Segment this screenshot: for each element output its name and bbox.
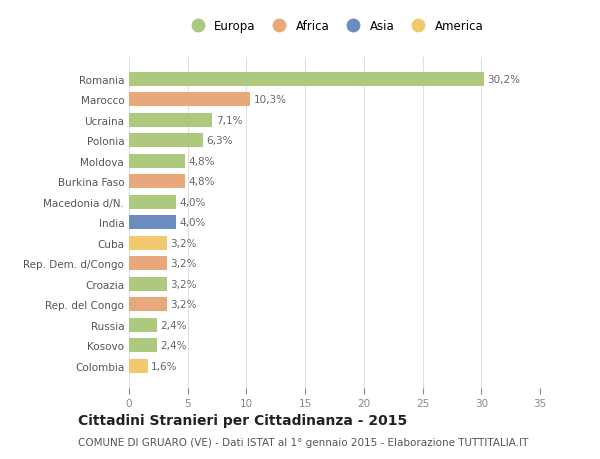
Text: 7,1%: 7,1% (216, 115, 242, 125)
Text: 2,4%: 2,4% (161, 320, 187, 330)
Text: 4,0%: 4,0% (179, 218, 206, 228)
Bar (129, 359, 148, 373)
Bar (129, 154, 185, 168)
Bar (129, 113, 212, 127)
Text: 6,3%: 6,3% (206, 136, 233, 146)
Bar (129, 236, 167, 250)
Text: 4,0%: 4,0% (179, 197, 206, 207)
Text: 2,4%: 2,4% (161, 341, 187, 350)
Legend: Europa, Africa, Asia, America: Europa, Africa, Asia, America (186, 20, 483, 33)
Text: 30,2%: 30,2% (487, 74, 520, 84)
Text: 4,8%: 4,8% (189, 177, 215, 187)
Bar (129, 318, 157, 332)
Bar (129, 73, 484, 86)
Bar (129, 195, 176, 209)
Text: 3,2%: 3,2% (170, 238, 197, 248)
Text: Cittadini Stranieri per Cittadinanza - 2015: Cittadini Stranieri per Cittadinanza - 2… (78, 414, 407, 428)
Text: 3,2%: 3,2% (170, 299, 197, 309)
Text: COMUNE DI GRUARO (VE) - Dati ISTAT al 1° gennaio 2015 - Elaborazione TUTTITALIA.: COMUNE DI GRUARO (VE) - Dati ISTAT al 1°… (78, 437, 529, 447)
Text: 1,6%: 1,6% (151, 361, 178, 371)
Bar (129, 93, 250, 107)
Bar (129, 277, 167, 291)
Bar (129, 216, 176, 230)
Bar (129, 257, 167, 270)
Bar (129, 297, 167, 312)
Text: 3,2%: 3,2% (170, 279, 197, 289)
Text: 4,8%: 4,8% (189, 156, 215, 166)
Bar (129, 175, 185, 189)
Bar (129, 134, 203, 148)
Bar (129, 338, 157, 353)
Text: 3,2%: 3,2% (170, 258, 197, 269)
Text: 10,3%: 10,3% (253, 95, 286, 105)
